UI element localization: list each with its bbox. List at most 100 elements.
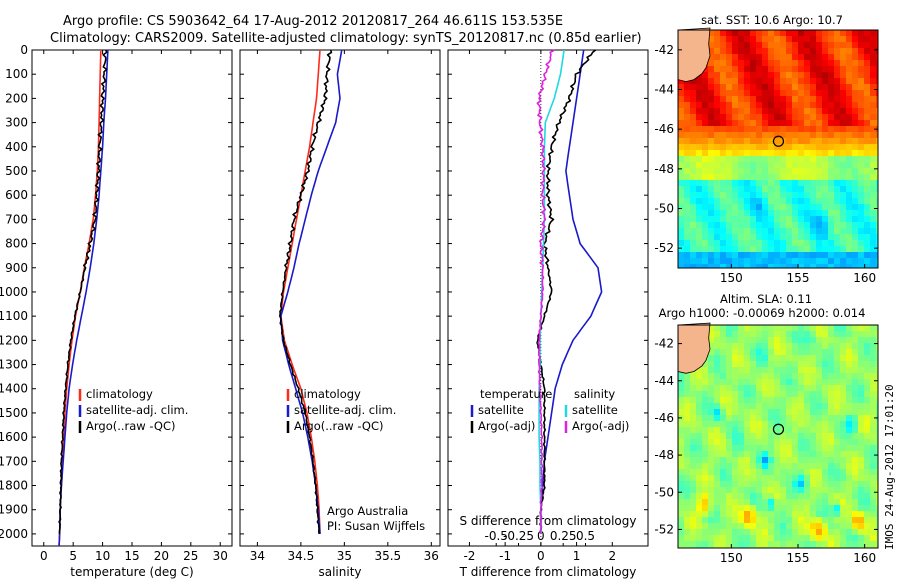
map-cell (702, 427, 709, 434)
map-cell (846, 258, 853, 265)
map-cell (774, 415, 781, 422)
map-cell (846, 349, 853, 356)
map-cell (732, 331, 739, 338)
map-cell (816, 156, 823, 163)
map-cell (708, 78, 715, 85)
map-cell (840, 66, 847, 73)
map-cell (810, 481, 817, 488)
map-cell (840, 445, 847, 452)
map-cell (792, 391, 799, 398)
map-cell (756, 451, 763, 458)
map-cell (720, 192, 727, 199)
map-cell (816, 505, 823, 512)
map-cell (846, 216, 853, 223)
map-cell (702, 541, 709, 548)
map-cell (732, 517, 739, 524)
map-cell (708, 499, 715, 506)
map-cell (834, 439, 841, 446)
map-cell (786, 252, 793, 259)
map-cell (720, 415, 727, 422)
map-cell (822, 397, 829, 404)
map-cell (756, 541, 763, 548)
map-cell (780, 186, 787, 193)
map-cell (786, 96, 793, 103)
map-cell (750, 517, 757, 524)
map-cell (690, 475, 697, 482)
map-cell (678, 114, 685, 121)
map-cell (786, 174, 793, 181)
map-cell (738, 42, 745, 49)
map-cell (786, 409, 793, 416)
x-tick-label: 20 (154, 549, 169, 563)
map-cell (864, 198, 871, 205)
map-cell (696, 415, 703, 422)
map-cell (810, 409, 817, 416)
map-cell (732, 499, 739, 506)
map-cell (822, 96, 829, 103)
map-cell (714, 132, 721, 139)
map-cell (678, 529, 685, 536)
map-cell (738, 72, 745, 79)
map-cell (678, 198, 685, 205)
map-cell (702, 409, 709, 416)
map-cell (690, 78, 697, 85)
y-tick-label: 500 (5, 164, 28, 178)
map-cell (756, 42, 763, 49)
map-cell (702, 210, 709, 217)
map-cell (684, 529, 691, 536)
map-cell (744, 132, 751, 139)
map-cell (732, 156, 739, 163)
map-cell (780, 102, 787, 109)
map-cell (714, 180, 721, 187)
map-cell (708, 337, 715, 344)
map-cell (678, 487, 685, 494)
map-cell (840, 96, 847, 103)
map-cell (690, 120, 697, 127)
map-cell (786, 343, 793, 350)
map-cell (780, 132, 787, 139)
map-cell (858, 216, 865, 223)
map-cell (858, 264, 865, 269)
map-cell (738, 469, 745, 476)
map-cell (684, 391, 691, 398)
map-cell (864, 541, 871, 548)
map-cell (756, 210, 763, 217)
map-cell (798, 174, 805, 181)
map-cell (732, 30, 739, 37)
map-cell (864, 337, 871, 344)
map-cell (822, 144, 829, 151)
map-cell (714, 355, 721, 362)
map-cell (768, 397, 775, 404)
map-cell (744, 120, 751, 127)
map-cell (834, 337, 841, 344)
map-cell (828, 156, 835, 163)
map-cell (708, 36, 715, 43)
x-tick-label: 160 (853, 271, 876, 285)
y-tick-label: -42 (654, 337, 674, 351)
map-cell (714, 427, 721, 434)
map-cell (810, 108, 817, 115)
map-cell (726, 258, 733, 265)
map-cell (816, 198, 823, 205)
map-cell (714, 493, 721, 500)
series-line-t-satellite (540, 49, 603, 534)
map-cell (834, 60, 841, 67)
x-tick-label: 10 (95, 549, 110, 563)
map-cell (720, 427, 727, 434)
map-cell (876, 120, 879, 127)
map-cell (810, 499, 817, 506)
map-cell (714, 84, 721, 91)
series-line-s-argo-adj (536, 49, 555, 535)
map-cell (834, 391, 841, 398)
map-cell (690, 499, 697, 506)
map-cell (732, 222, 739, 229)
map-cell (690, 445, 697, 452)
map-cell (714, 96, 721, 103)
map-cell (696, 427, 703, 434)
map-cell (780, 78, 787, 85)
map-cell (834, 469, 841, 476)
map-cell (870, 234, 877, 241)
map-cell (828, 361, 835, 368)
map-cell (762, 30, 769, 37)
map-cell (870, 48, 877, 55)
